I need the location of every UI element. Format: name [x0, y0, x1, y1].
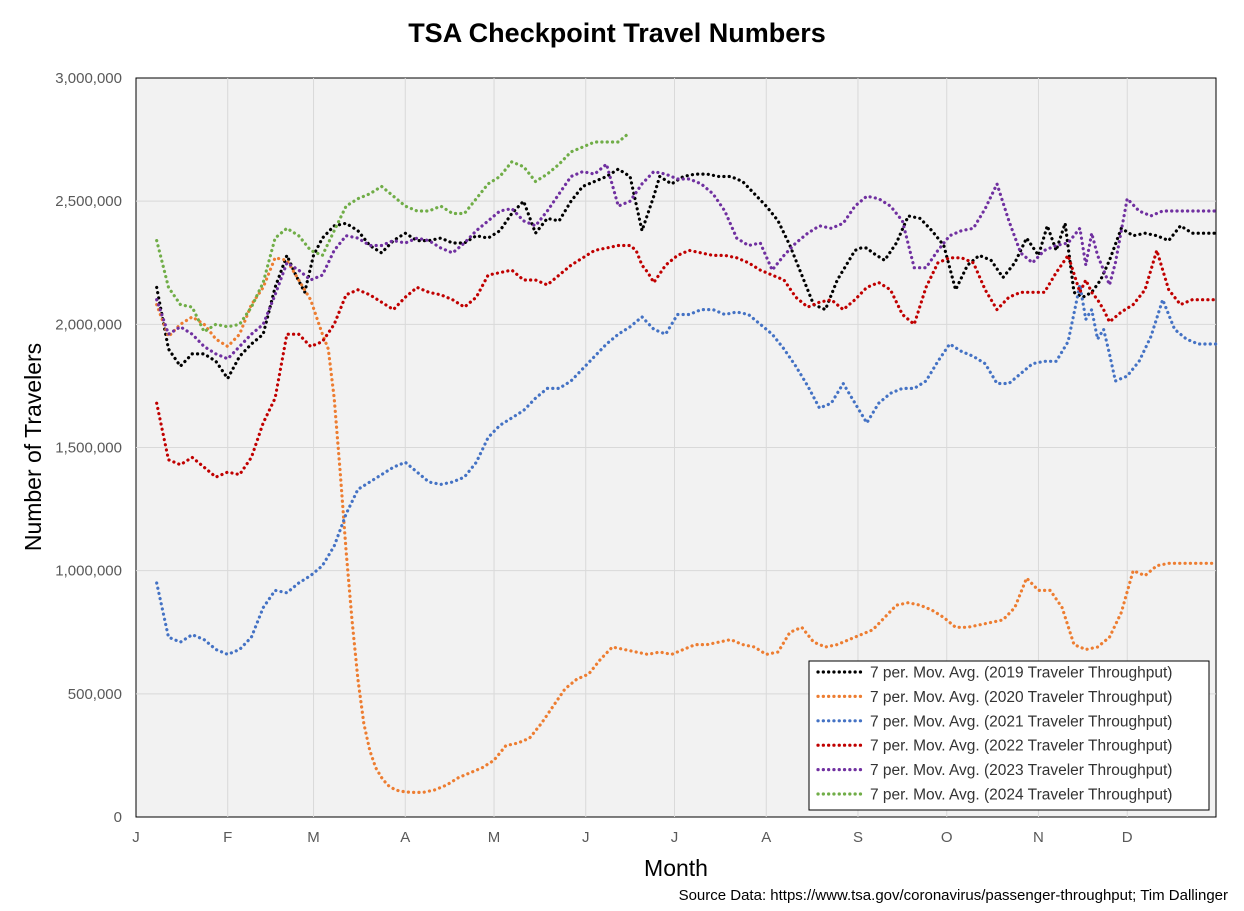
legend-label: 7 per. Mov. Avg. (2024 Traveler Throughp…	[870, 787, 1172, 804]
legend-box	[808, 660, 1210, 811]
x-tick-label: J	[132, 829, 140, 846]
y-tick-label: 500,000	[68, 686, 122, 703]
legend-label: 7 per. Mov. Avg. (2019 Traveler Throughp…	[870, 665, 1172, 682]
x-tick-label: A	[761, 829, 771, 846]
series-line-3	[155, 283, 1218, 657]
x-tick-label: M	[307, 829, 320, 846]
legend-label: 7 per. Mov. Avg. (2020 Traveler Throughp…	[870, 689, 1172, 706]
y-axis-title: Number of Travelers	[20, 343, 46, 551]
y-tick-label: 2,500,000	[55, 193, 122, 210]
x-tick-label: N	[1033, 829, 1044, 846]
series-line-4	[155, 243, 1218, 479]
x-tick-label: F	[223, 829, 232, 846]
series-layer	[155, 130, 1218, 795]
series-line-6	[155, 130, 632, 334]
gridlines	[136, 78, 1216, 817]
x-tick-label: O	[941, 829, 953, 846]
x-tick-label: D	[1122, 829, 1133, 846]
legend-label: 7 per. Mov. Avg. (2023 Traveler Throughp…	[870, 762, 1172, 779]
chart-title: TSA Checkpoint Travel Numbers	[408, 18, 826, 48]
legend: 7 per. Mov. Avg. (2019 Traveler Throughp…	[808, 660, 1210, 811]
x-tick-label: A	[400, 829, 410, 846]
legend-label: 7 per. Mov. Avg. (2021 Traveler Throughp…	[870, 713, 1172, 730]
series-line-2	[155, 256, 1218, 795]
series-line-5	[155, 162, 1218, 361]
y-tick-label: 1,000,000	[55, 563, 122, 580]
y-tick-label: 1,500,000	[55, 440, 122, 457]
source-note: Source Data: https://www.tsa.gov/coronav…	[678, 887, 1228, 904]
x-tick-label: M	[488, 829, 501, 846]
x-tick-label: J	[582, 829, 590, 846]
y-tick-label: 3,000,000	[55, 70, 122, 87]
x-tick-label: J	[671, 829, 679, 846]
y-axis-ticks: 0 500,000 1,000,000 1,500,000 2,000,000 2,500…	[55, 70, 122, 826]
y-tick-label: 2,000,000	[55, 316, 122, 333]
series-line-1	[155, 167, 1218, 381]
x-tick-label: S	[853, 829, 863, 846]
y-tick-label: 0	[114, 809, 122, 826]
legend-label: 7 per. Mov. Avg. (2022 Traveler Throughp…	[870, 738, 1172, 755]
x-axis-title: Month	[644, 855, 708, 881]
